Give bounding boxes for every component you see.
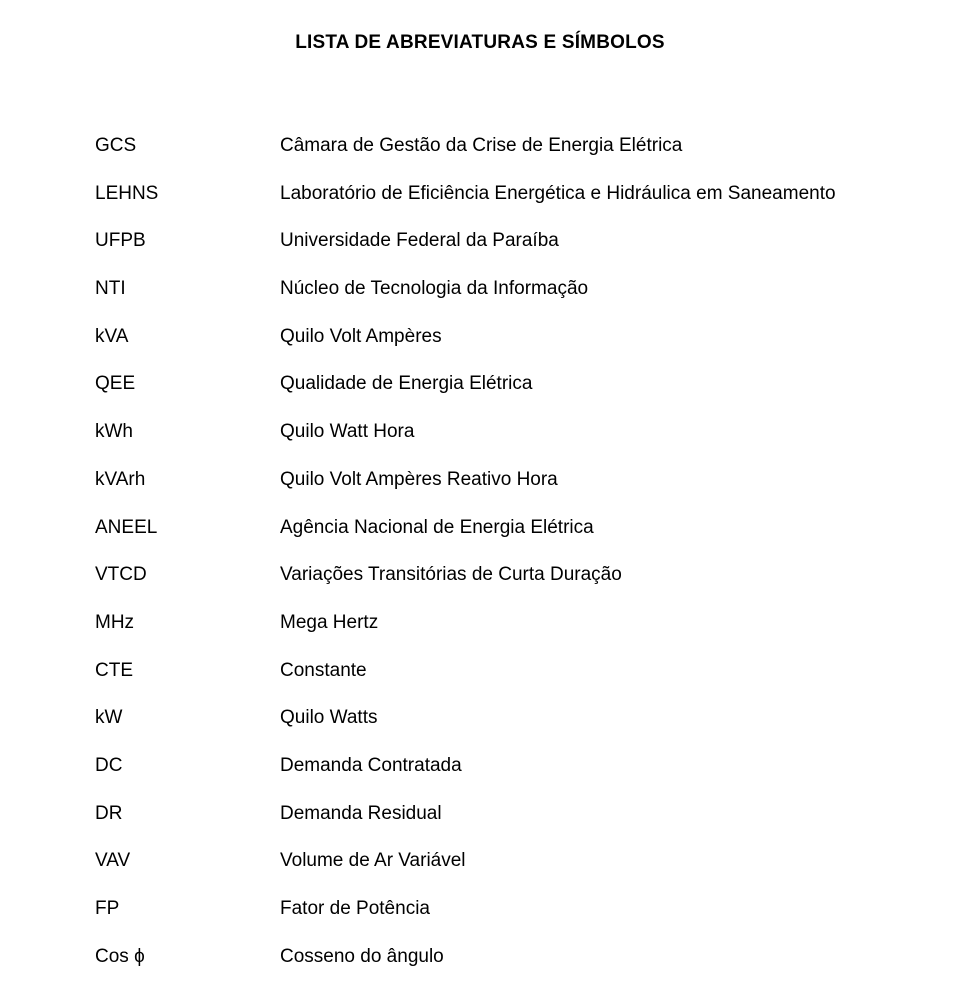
abbreviation-definition: Demanda Contratada (280, 754, 865, 779)
abbreviation-row: DRDemanda Residual (95, 802, 865, 827)
abbreviation-definition: Quilo Watts (280, 706, 865, 731)
abbreviation-definition: Constante (280, 659, 865, 684)
abbreviation-definition: Cosseno do ângulo (280, 945, 865, 970)
abbreviation-row: Cos ϕCosseno do ângulo (95, 945, 865, 970)
abbreviation-row: FPFator de Potência (95, 897, 865, 922)
abbreviation-term: VAV (95, 849, 280, 874)
abbreviation-definition: Quilo Volt Ampères (280, 325, 865, 350)
abbreviation-term: ANEEL (95, 516, 280, 541)
abbreviation-row: UFPBUniversidade Federal da Paraíba (95, 229, 865, 254)
abbreviation-row: kVAQuilo Volt Ampères (95, 325, 865, 350)
abbreviation-definition: Quilo Volt Ampères Reativo Hora (280, 468, 865, 493)
abbreviation-row: MHzMega Hertz (95, 611, 865, 636)
abbreviation-term: GCS (95, 134, 280, 159)
abbreviation-definition: Laboratório de Eficiência Energética e H… (280, 182, 865, 207)
abbreviation-term: DC (95, 754, 280, 779)
abbreviation-row: QEEQualidade de Energia Elétrica (95, 372, 865, 397)
abbreviation-definition: Mega Hertz (280, 611, 865, 636)
abbreviation-term: kWh (95, 420, 280, 445)
abbreviation-term: QEE (95, 372, 280, 397)
abbreviation-definition: Qualidade de Energia Elétrica (280, 372, 865, 397)
abbreviation-row: ANEELAgência Nacional de Energia Elétric… (95, 516, 865, 541)
abbreviation-row: VTCDVariações Transitórias de Curta Dura… (95, 563, 865, 588)
abbreviation-term: FP (95, 897, 280, 922)
abbreviation-definition: Demanda Residual (280, 802, 865, 827)
abbreviation-term: VTCD (95, 563, 280, 588)
abbreviation-definition: Núcleo de Tecnologia da Informação (280, 277, 865, 302)
abbreviation-term: kVArh (95, 468, 280, 493)
abbreviation-term: DR (95, 802, 280, 827)
abbreviation-term: MHz (95, 611, 280, 636)
document-page: LISTA DE ABREVIATURAS E SÍMBOLOS GCSCâma… (0, 0, 960, 915)
abbreviation-list: GCSCâmara de Gestão da Crise de Energia … (95, 134, 865, 992)
abbreviation-definition: Câmara de Gestão da Crise de Energia Elé… (280, 134, 865, 159)
abbreviation-row: VAVVolume de Ar Variável (95, 849, 865, 874)
abbreviation-row: CTEConstante (95, 659, 865, 684)
abbreviation-row: GCSCâmara de Gestão da Crise de Energia … (95, 134, 865, 159)
abbreviation-term: UFPB (95, 229, 280, 254)
abbreviation-term: CTE (95, 659, 280, 684)
abbreviation-row: kWQuilo Watts (95, 706, 865, 731)
abbreviation-term: Cos ϕ (95, 945, 280, 970)
abbreviation-term: kVA (95, 325, 280, 350)
abbreviation-row: NTINúcleo de Tecnologia da Informação (95, 277, 865, 302)
page-title: LISTA DE ABREVIATURAS E SÍMBOLOS (95, 32, 865, 54)
abbreviation-term: kW (95, 706, 280, 731)
abbreviation-term: NTI (95, 277, 280, 302)
abbreviation-row: DCDemanda Contratada (95, 754, 865, 779)
abbreviation-definition: Fator de Potência (280, 897, 865, 922)
abbreviation-definition: Variações Transitórias de Curta Duração (280, 563, 865, 588)
abbreviation-row: kWhQuilo Watt Hora (95, 420, 865, 445)
abbreviation-definition: Volume de Ar Variável (280, 849, 865, 874)
abbreviation-row: LEHNSLaboratório de Eficiência Energétic… (95, 182, 865, 207)
abbreviation-definition: Agência Nacional de Energia Elétrica (280, 516, 865, 541)
abbreviation-definition: Universidade Federal da Paraíba (280, 229, 865, 254)
abbreviation-term: LEHNS (95, 182, 280, 207)
abbreviation-definition: Quilo Watt Hora (280, 420, 865, 445)
abbreviation-row: kVArhQuilo Volt Ampères Reativo Hora (95, 468, 865, 493)
